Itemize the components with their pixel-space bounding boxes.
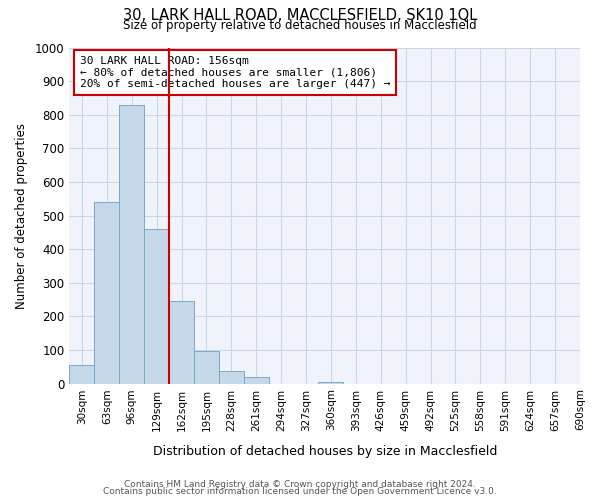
Bar: [244, 377, 269, 384]
Bar: [119, 104, 144, 384]
Bar: [169, 302, 194, 384]
Text: Size of property relative to detached houses in Macclesfield: Size of property relative to detached ho…: [123, 18, 477, 32]
Text: 30, LARK HALL ROAD, MACCLESFIELD, SK10 1QL: 30, LARK HALL ROAD, MACCLESFIELD, SK10 1…: [123, 8, 477, 22]
Bar: [319, 382, 343, 384]
X-axis label: Distribution of detached houses by size in Macclesfield: Distribution of detached houses by size …: [152, 444, 497, 458]
Text: Contains public sector information licensed under the Open Government Licence v3: Contains public sector information licen…: [103, 487, 497, 496]
Bar: [219, 371, 244, 384]
Bar: [94, 202, 119, 384]
Bar: [70, 365, 94, 384]
Bar: [144, 229, 169, 384]
Text: Contains HM Land Registry data © Crown copyright and database right 2024.: Contains HM Land Registry data © Crown c…: [124, 480, 476, 489]
Bar: [194, 351, 219, 384]
Text: 30 LARK HALL ROAD: 156sqm
← 80% of detached houses are smaller (1,806)
20% of se: 30 LARK HALL ROAD: 156sqm ← 80% of detac…: [80, 56, 390, 89]
Y-axis label: Number of detached properties: Number of detached properties: [15, 122, 28, 308]
